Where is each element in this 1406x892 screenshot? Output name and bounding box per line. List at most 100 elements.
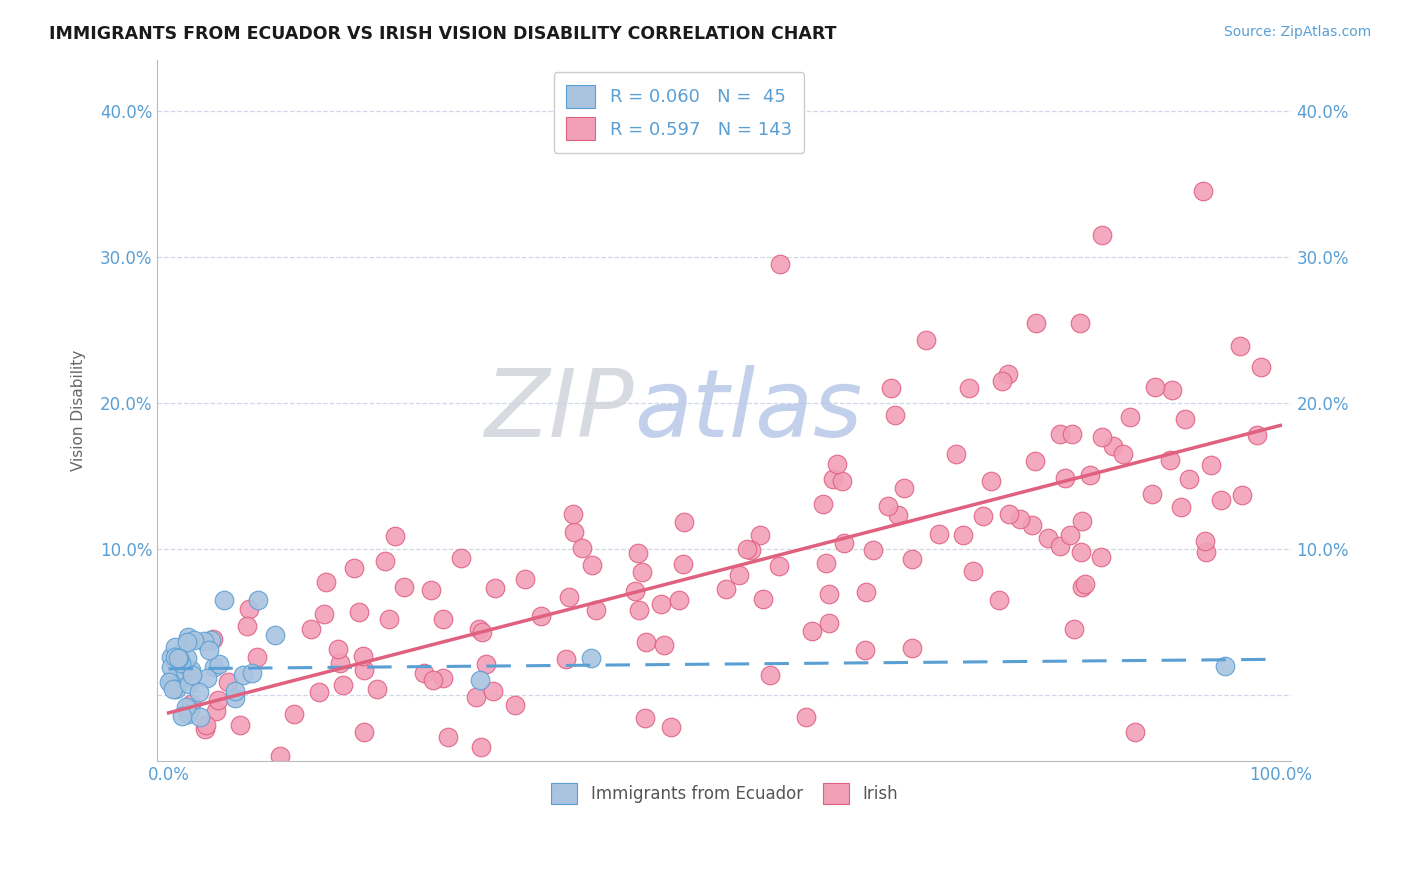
Point (366, 681, 388, 696)
Point (945, 447, 967, 461)
Point (855, 585, 877, 599)
Point (1091, 227, 1114, 242)
Point (1178, 472, 1201, 486)
Point (208, 657, 231, 672)
Point (194, 722, 217, 736)
Point (165, 640, 187, 655)
Point (170, 668, 193, 682)
Point (432, 671, 454, 685)
Point (352, 649, 374, 664)
Point (884, 408, 907, 422)
Point (957, 381, 980, 395)
Point (200, 633, 222, 648)
Point (627, 603, 650, 617)
Point (530, 608, 553, 623)
Point (238, 602, 260, 616)
Point (1060, 426, 1083, 441)
Point (1170, 500, 1192, 515)
Point (1091, 430, 1114, 444)
Point (887, 508, 910, 522)
Point (470, 740, 492, 755)
Point (180, 663, 202, 677)
Point (378, 612, 401, 626)
Point (634, 711, 657, 725)
Point (737, 542, 759, 557)
Point (180, 698, 202, 712)
Point (312, 607, 335, 621)
Point (468, 673, 491, 687)
Point (817, 616, 839, 631)
Point (194, 718, 217, 732)
Point (952, 527, 974, 541)
Point (1209, 493, 1232, 508)
Point (631, 565, 654, 579)
Point (1161, 383, 1184, 397)
Point (201, 632, 224, 646)
Point (467, 622, 489, 636)
Point (716, 582, 738, 596)
Point (212, 593, 235, 607)
Point (195, 671, 218, 685)
Point (475, 657, 498, 671)
Point (246, 650, 269, 665)
Text: atlas: atlas (634, 365, 862, 456)
Point (165, 681, 187, 696)
Point (174, 700, 197, 714)
Point (1123, 724, 1146, 739)
Point (758, 668, 780, 682)
Point (188, 710, 211, 724)
Point (853, 643, 876, 657)
Point (212, 788, 235, 802)
Point (503, 698, 526, 713)
Point (823, 471, 845, 485)
Point (205, 704, 228, 718)
Point (246, 593, 269, 607)
Point (232, 668, 254, 682)
Point (343, 561, 366, 575)
Point (1195, 545, 1218, 559)
Point (229, 717, 252, 731)
Point (659, 720, 682, 734)
Point (374, 554, 396, 568)
Point (159, 650, 181, 665)
Point (624, 584, 647, 599)
Point (422, 673, 444, 688)
Point (751, 592, 773, 607)
Point (831, 474, 853, 488)
Point (157, 675, 180, 690)
Point (880, 381, 903, 395)
Point (236, 619, 259, 633)
Point (581, 558, 603, 573)
Point (654, 639, 676, 653)
Point (877, 499, 900, 513)
Point (412, 666, 434, 681)
Point (749, 528, 772, 542)
Point (815, 556, 838, 570)
Point (1049, 539, 1071, 553)
Point (1144, 380, 1167, 394)
Point (202, 660, 225, 674)
Point (672, 557, 695, 571)
Point (1010, 512, 1032, 526)
Point (558, 591, 581, 605)
Point (818, 587, 841, 601)
Point (768, 558, 790, 573)
Point (561, 507, 583, 521)
Point (176, 817, 198, 831)
Point (240, 665, 263, 680)
Point (332, 678, 354, 692)
Point (384, 529, 406, 543)
Point (915, 333, 938, 347)
Y-axis label: Vision Disability: Vision Disability (72, 350, 86, 471)
Point (181, 668, 204, 682)
Point (299, 622, 322, 636)
Point (207, 692, 229, 706)
Point (728, 568, 751, 582)
Point (159, 673, 181, 688)
Point (1246, 428, 1268, 442)
Point (166, 658, 188, 673)
Point (176, 635, 198, 649)
Point (163, 650, 186, 665)
Point (998, 507, 1021, 521)
Point (308, 684, 330, 698)
